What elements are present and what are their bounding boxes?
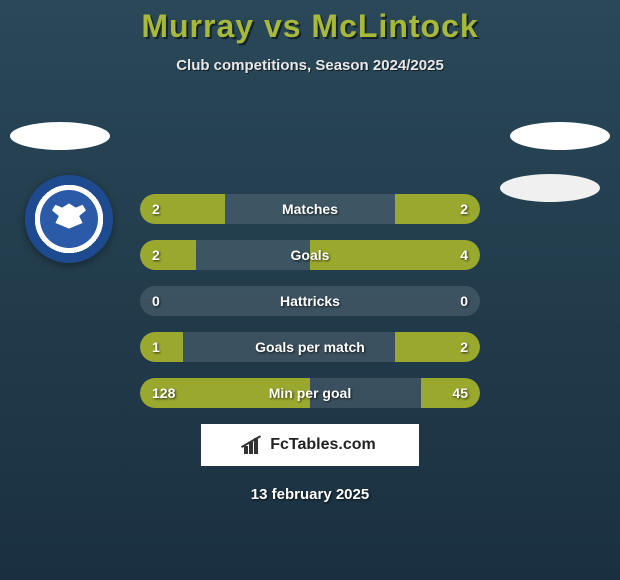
stat-row-hattricks: 0 Hattricks 0 (140, 286, 480, 316)
player-badge-right (510, 122, 610, 150)
stat-row-min-per-goal: 128 Min per goal 45 (140, 378, 480, 408)
player-badge-left (10, 122, 110, 150)
footer-date: 13 february 2025 (10, 486, 610, 503)
stat-label: Goals per match (140, 339, 480, 355)
stat-value-right: 2 (460, 201, 468, 217)
brand-text: FcTables.com (270, 436, 376, 454)
page-subtitle: Club competitions, Season 2024/2025 (0, 57, 620, 74)
stat-value-right: 0 (460, 293, 468, 309)
stat-value-right: 45 (452, 385, 468, 401)
stat-label: Hattricks (140, 293, 480, 309)
stat-label: Min per goal (140, 385, 480, 401)
stats-container: 2 Matches 2 2 Goals 4 0 Hattricks 0 1 Go… (0, 194, 620, 503)
stat-rows: 2 Matches 2 2 Goals 4 0 Hattricks 0 1 Go… (140, 194, 480, 408)
stat-row-goals-per-match: 1 Goals per match 2 (140, 332, 480, 362)
stat-row-goals: 2 Goals 4 (140, 240, 480, 270)
stat-label: Matches (140, 201, 480, 217)
stat-value-right: 4 (460, 247, 468, 263)
stat-row-matches: 2 Matches 2 (140, 194, 480, 224)
bar-chart-icon (244, 436, 264, 454)
brand-link[interactable]: FcTables.com (201, 424, 419, 466)
stat-value-right: 2 (460, 339, 468, 355)
stat-label: Goals (140, 247, 480, 263)
page-title: Murray vs McLintock (0, 0, 620, 45)
